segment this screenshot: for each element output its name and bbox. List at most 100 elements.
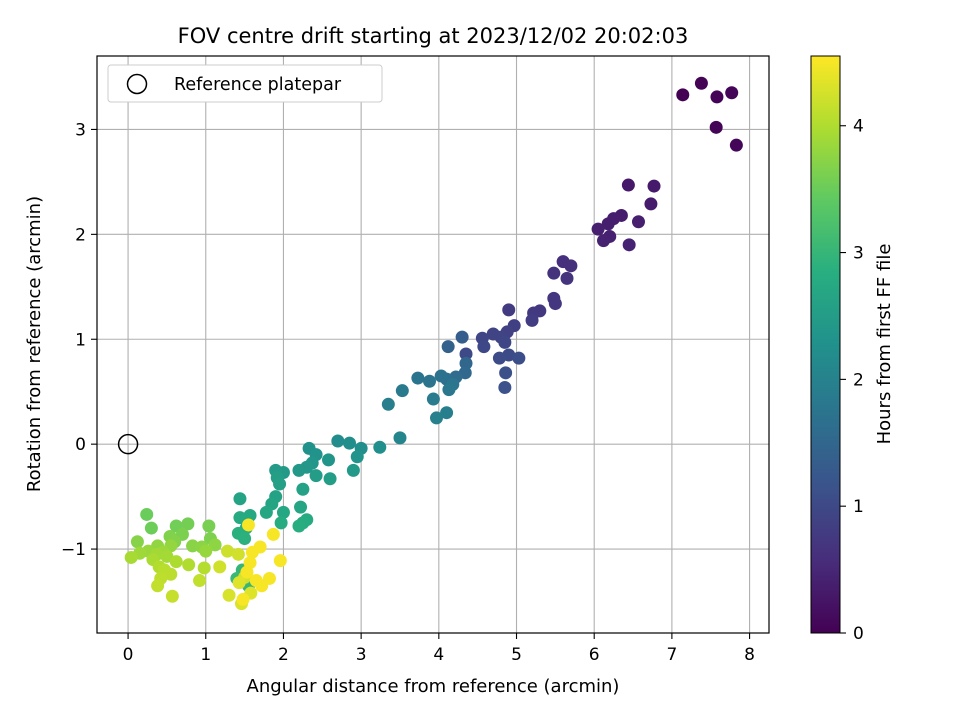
data-point	[492, 351, 506, 365]
colorbar-tick-label: 1	[853, 497, 864, 517]
data-point	[591, 222, 605, 236]
data-point	[296, 482, 310, 496]
data-point	[381, 397, 395, 411]
y-axis-ticks: −1 0 1 2 3	[61, 120, 97, 560]
data-point	[274, 516, 288, 530]
data-point	[393, 431, 407, 445]
y-axis-label: Rotation from reference (arcmin)	[24, 196, 45, 492]
data-point	[502, 303, 516, 317]
data-point	[124, 550, 138, 564]
data-point	[151, 579, 165, 593]
data-point	[255, 579, 269, 593]
colorbar: 0 1 2 3 4 Hours from first FF file	[810, 55, 895, 644]
colorbar-ticks: 0 1 2 3 4	[840, 117, 864, 644]
data-point	[182, 558, 196, 572]
data-point	[601, 217, 615, 231]
x-tick-label: 8	[744, 645, 755, 665]
data-point	[193, 574, 207, 588]
data-point	[231, 547, 245, 561]
data-point	[440, 406, 454, 420]
y-tick-label: 0	[75, 435, 86, 455]
data-point	[165, 589, 179, 603]
data-point	[622, 238, 636, 252]
data-point	[631, 215, 645, 229]
data-point	[273, 477, 287, 491]
x-tick-label: 6	[589, 645, 600, 665]
data-point	[169, 555, 183, 569]
data-point	[292, 463, 306, 477]
data-point	[498, 335, 512, 349]
data-point	[164, 567, 178, 581]
data-point	[197, 561, 211, 575]
data-point	[350, 450, 364, 464]
data-point	[564, 259, 578, 273]
data-point	[322, 453, 336, 467]
data-point	[232, 576, 246, 590]
data-point	[597, 234, 611, 248]
data-point	[233, 511, 247, 525]
data-point	[331, 434, 345, 448]
x-axis-label: Angular distance from reference (arcmin)	[247, 676, 620, 697]
data-point	[236, 592, 250, 606]
data-point	[411, 371, 425, 385]
legend-marker-icon	[126, 73, 148, 95]
data-point	[294, 500, 308, 514]
data-point	[729, 138, 743, 152]
x-tick-label: 5	[511, 645, 522, 665]
grid-lines	[97, 56, 769, 633]
y-tick-label: 1	[75, 330, 86, 350]
data-point	[259, 505, 273, 519]
y-tick-label: 2	[75, 225, 86, 245]
data-point	[442, 383, 456, 397]
data-point	[647, 179, 661, 193]
data-point	[309, 469, 323, 483]
data-point	[208, 538, 222, 552]
data-point	[245, 545, 259, 559]
data-point	[213, 560, 227, 574]
data-point	[548, 297, 562, 311]
data-point	[459, 356, 473, 370]
data-point	[222, 588, 236, 602]
data-point	[525, 313, 539, 327]
data-point	[455, 330, 469, 344]
legend-entry-label: Reference platepar	[174, 75, 342, 95]
data-point	[373, 440, 387, 454]
legend-box	[107, 64, 383, 103]
data-point	[266, 527, 280, 541]
data-point	[547, 266, 561, 280]
data-point	[221, 544, 235, 558]
data-point	[429, 411, 443, 425]
colorbar-tick-label: 2	[853, 370, 864, 390]
y-tick-label: 3	[75, 120, 86, 140]
data-point	[621, 178, 635, 192]
data-points	[124, 76, 743, 611]
data-point	[292, 519, 306, 533]
data-point	[512, 351, 526, 365]
data-point	[725, 86, 739, 100]
chart-title: FOV centre drift starting at 2023/12/02 …	[178, 24, 689, 48]
data-point	[426, 392, 440, 406]
data-point	[434, 369, 448, 383]
data-point	[199, 544, 213, 558]
data-point	[140, 507, 154, 521]
colorbar-tick-label: 0	[853, 624, 864, 644]
data-point	[130, 535, 144, 549]
data-point	[323, 472, 337, 486]
x-tick-label: 7	[666, 645, 677, 665]
data-point	[241, 518, 255, 532]
x-axis-ticks: 0 1 2 3 4 5 6 7 8	[123, 633, 755, 665]
x-tick-label: 1	[200, 645, 211, 665]
data-point	[276, 505, 290, 519]
data-point	[423, 374, 437, 388]
x-tick-label: 0	[123, 645, 134, 665]
data-point	[710, 90, 724, 104]
colorbar-tick-label: 3	[853, 244, 864, 264]
data-point	[499, 366, 513, 380]
x-tick-label: 2	[278, 645, 289, 665]
colorbar-gradient	[810, 55, 841, 634]
data-point	[273, 554, 287, 568]
data-point	[477, 340, 491, 354]
legend: Reference platepar	[107, 64, 383, 103]
data-point	[441, 340, 455, 354]
